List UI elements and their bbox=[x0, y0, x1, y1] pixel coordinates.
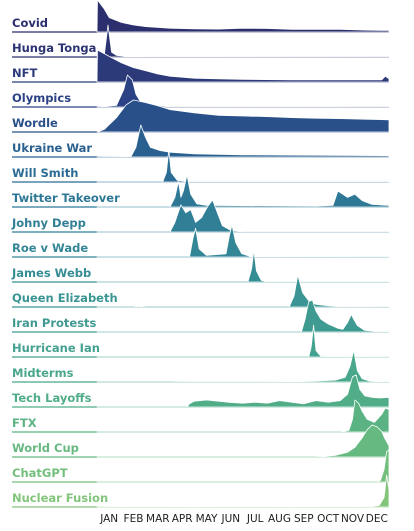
ridge-roe-v-wade bbox=[96, 224, 390, 258]
x-tick-oct: OCT bbox=[317, 513, 340, 525]
x-tick-aug: AUG bbox=[268, 513, 291, 525]
series-label-iran-protests: Iran Protests bbox=[12, 316, 97, 330]
series-label-queen-elizabeth: Queen Elizabeth bbox=[12, 291, 118, 305]
x-tick-jun: JUN bbox=[221, 513, 241, 525]
series-label-twitter-takeover: Twitter Takeover bbox=[12, 191, 120, 205]
x-tick-mar: MAR bbox=[146, 513, 170, 525]
ridgeline-plot-area bbox=[12, 0, 390, 508]
series-label-will-smith: Will Smith bbox=[12, 166, 78, 180]
ridge-nft bbox=[96, 49, 390, 83]
ridge-midterms bbox=[96, 349, 390, 383]
ridge-will-smith bbox=[96, 149, 390, 183]
ridge-iran-protests bbox=[96, 299, 390, 333]
series-label-nft: NFT bbox=[12, 66, 37, 80]
x-tick-may: MAY bbox=[196, 513, 218, 525]
series-label-johny-depp: Johny Depp bbox=[11, 216, 86, 230]
x-tick-jul: JUL bbox=[246, 513, 264, 525]
series-label-midterms: Midterms bbox=[12, 366, 74, 380]
ridge-hurricane-ian bbox=[96, 324, 390, 358]
ridge-hunga-tonga bbox=[96, 24, 390, 58]
ridge-covid bbox=[96, 0, 390, 33]
x-axis: JAN FEB MAR APR MAY JUN JUL AUG SEP OCT NOV DEC bbox=[99, 513, 388, 525]
series-label-world-cup: World Cup bbox=[12, 441, 79, 455]
ridge-world-cup bbox=[96, 424, 390, 458]
series-labels: Covid Hunga Tonga NFT Olympics Wordle Ukraine… bbox=[11, 16, 120, 505]
x-tick-dec: DEC bbox=[366, 513, 388, 525]
series-label-chatgpt: ChatGPT bbox=[12, 466, 68, 480]
ridge-ftx bbox=[96, 399, 390, 433]
ridge-tech-layoffs bbox=[96, 374, 390, 408]
ridge-nuclear-fusion bbox=[96, 474, 390, 508]
x-tick-apr: APR bbox=[172, 513, 193, 525]
series-label-ukraine-war: Ukraine War bbox=[12, 141, 92, 155]
x-tick-feb: FEB bbox=[124, 513, 144, 525]
series-label-james-webb: James Webb bbox=[11, 266, 91, 280]
ridge-chatgpt bbox=[96, 449, 390, 483]
series-label-hunga-tonga: Hunga Tonga bbox=[12, 41, 96, 55]
x-tick-nov: NOV bbox=[341, 513, 365, 525]
series-label-olympics: Olympics bbox=[12, 91, 71, 105]
ridge-ukraine-war bbox=[96, 124, 390, 158]
series-label-roe-v-wade: Roe v Wade bbox=[12, 241, 88, 255]
series-label-tech-layoffs: Tech Layoffs bbox=[12, 391, 92, 405]
series-label-nuclear-fusion: Nuclear Fusion bbox=[12, 491, 108, 505]
series-label-ftx: FTX bbox=[12, 416, 37, 430]
ridge-olympics bbox=[96, 74, 390, 108]
series-label-covid: Covid bbox=[12, 16, 48, 30]
ridge-twitter-takeover bbox=[96, 174, 390, 208]
x-tick-sep: SEP bbox=[294, 513, 314, 525]
ridge-james-webb bbox=[96, 249, 390, 283]
ridge-wordle bbox=[96, 99, 390, 133]
ridge-johny-depp bbox=[96, 199, 390, 233]
series-label-hurricane-ian: Hurricane Ian bbox=[12, 341, 100, 355]
series-label-wordle: Wordle bbox=[12, 116, 58, 130]
x-tick-jan: JAN bbox=[99, 513, 118, 525]
ridge-queen-elizabeth bbox=[96, 274, 390, 308]
